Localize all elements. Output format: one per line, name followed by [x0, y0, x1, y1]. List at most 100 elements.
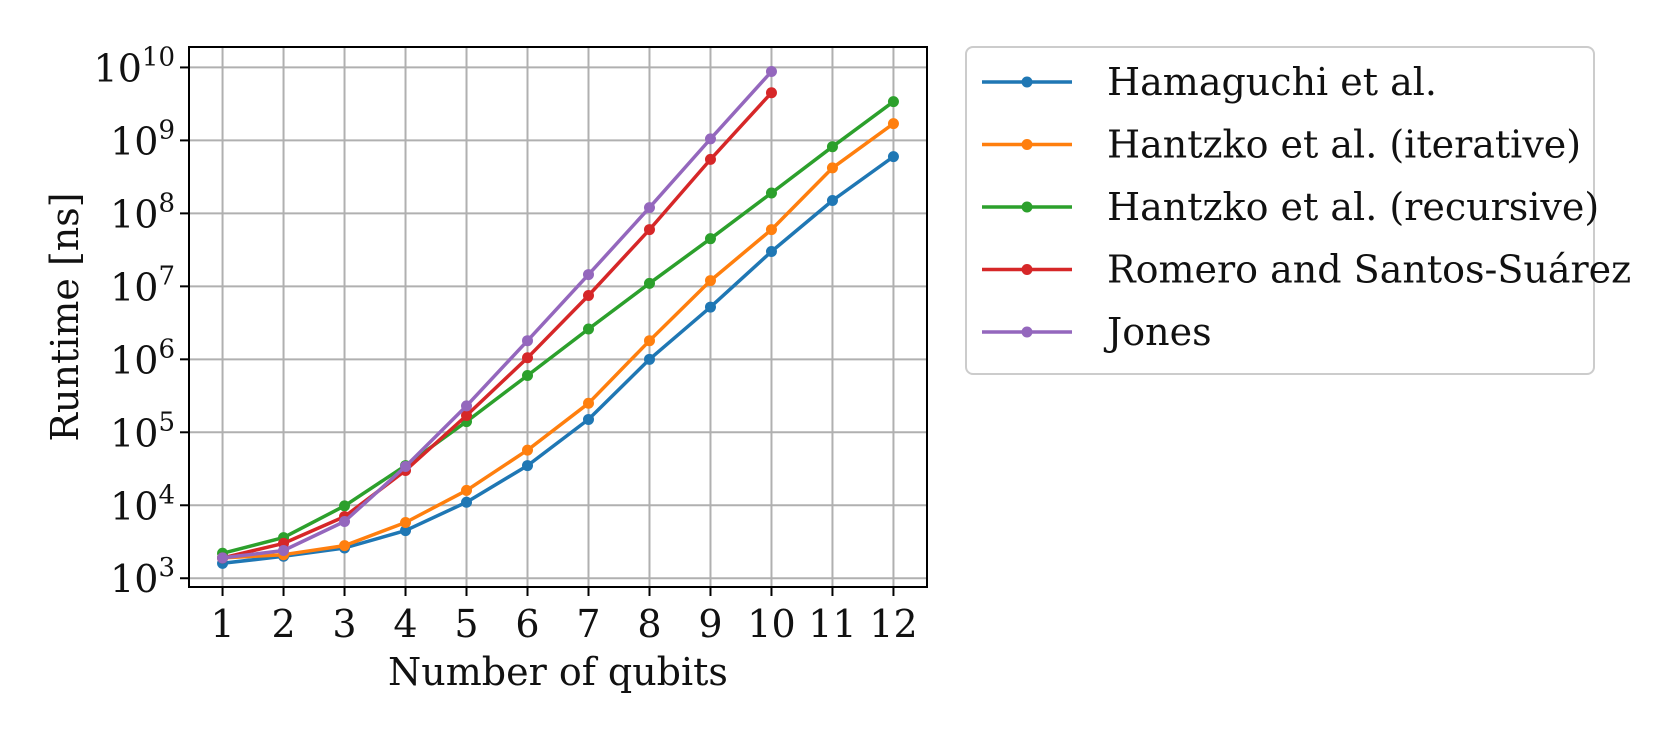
data-point [400, 525, 412, 537]
legend-box [965, 46, 1595, 375]
data-point [643, 202, 655, 214]
y-tick-label: 109 [110, 115, 175, 163]
data-point [217, 552, 229, 564]
data-point [339, 540, 351, 552]
data-point [582, 323, 594, 335]
x-tick-label: 9 [698, 602, 722, 646]
data-point [765, 87, 777, 99]
series-line [222, 70, 773, 560]
series-line [222, 100, 895, 555]
x-tick-label: 3 [332, 602, 356, 646]
legend-item: Hantzko et al. (iterative) [982, 123, 1581, 167]
y-tick-base: 10 [110, 192, 158, 236]
y-tick-base: 10 [110, 411, 158, 455]
y-tick-base: 10 [110, 557, 158, 601]
data-point [278, 544, 290, 556]
y-tick-exponent: 3 [158, 553, 175, 583]
data-point [522, 352, 534, 364]
y-tick-base: 10 [110, 265, 158, 309]
data-point [643, 224, 655, 236]
data-point [704, 233, 716, 245]
y-tick-exponent: 4 [158, 480, 175, 510]
legend-swatch-marker [1021, 76, 1033, 88]
y-tick-base: 10 [110, 338, 158, 382]
data-point [765, 65, 777, 77]
y-tick-label: 1010 [94, 42, 175, 90]
data-point [522, 460, 534, 472]
x-tick-label: 8 [637, 602, 661, 646]
data-point [826, 162, 838, 174]
series-4 [217, 87, 777, 564]
y-tick-label: 104 [110, 480, 175, 528]
data-point [643, 353, 655, 365]
data-point [643, 277, 655, 289]
series-line [222, 91, 773, 560]
data-point [582, 413, 594, 425]
data-point [765, 187, 777, 199]
plot-frame [188, 46, 928, 588]
y-tick-exponent: 6 [158, 334, 175, 364]
data-point [522, 444, 534, 456]
x-tick-label: 12 [869, 602, 917, 646]
x-tick-label: 4 [393, 602, 417, 646]
legend-swatch-marker [1021, 264, 1033, 275]
data-point [887, 151, 899, 163]
y-tick-exponent: 8 [158, 188, 175, 218]
legend-item: Romero and Santos-Suárez [982, 248, 1631, 292]
legend-item: Hamaguchi et al. [982, 60, 1437, 104]
legend-label: Hantzko et al. (recursive) [1107, 185, 1599, 229]
legend: Hamaguchi et al. Hantzko et al. (iterativ… [965, 46, 1631, 375]
data-point [582, 269, 594, 281]
data-point [704, 301, 716, 313]
series-layer [217, 65, 899, 569]
y-tick-exponent: 5 [158, 407, 175, 437]
legend-label: Romero and Santos-Suárez [1107, 248, 1631, 292]
series-line [222, 155, 895, 566]
y-tick-label: 105 [110, 407, 175, 455]
data-point [765, 224, 777, 236]
series-line [222, 122, 895, 560]
series-5 [217, 65, 777, 564]
y-tick-base: 10 [110, 484, 158, 528]
legend-item: Jones [982, 310, 1212, 354]
data-point [826, 195, 838, 207]
data-point [339, 500, 351, 512]
y-tick-exponent: 7 [158, 261, 175, 291]
data-point [522, 370, 534, 382]
data-point [826, 141, 838, 153]
x-tick-label: 10 [747, 602, 795, 646]
data-point [643, 335, 655, 347]
data-point [461, 400, 473, 412]
data-point [461, 409, 473, 421]
legend-label: Hantzko et al. (iterative) [1107, 123, 1581, 167]
y-tick-base: 10 [110, 119, 158, 163]
data-point [887, 96, 899, 108]
x-tick-label: 2 [271, 602, 295, 646]
x-tick-label: 11 [808, 602, 856, 646]
legend-swatch-marker [1021, 139, 1033, 150]
data-point [461, 484, 473, 496]
y-tick-label: 108 [110, 188, 175, 236]
data-point [704, 153, 716, 165]
x-tick-label: 5 [454, 602, 478, 646]
x-tick-label: 7 [576, 602, 600, 646]
y-tick-exponent: 9 [158, 115, 175, 145]
x-axis-title: Number of qubits [388, 650, 728, 694]
grid [189, 47, 927, 587]
data-point [582, 397, 594, 409]
data-point [887, 118, 899, 130]
data-point [582, 289, 594, 301]
data-point [765, 246, 777, 258]
data-point [400, 460, 412, 472]
y-tick-label: 103 [110, 553, 175, 601]
data-point [704, 133, 716, 145]
legend-swatch-marker [1021, 201, 1033, 213]
legend-label: Hamaguchi et al. [1107, 60, 1437, 104]
data-point [339, 515, 351, 527]
legend-swatch-marker [1021, 326, 1033, 338]
y-tick-base: 10 [94, 46, 142, 90]
series-2 [217, 118, 899, 564]
legend-label: Jones [1103, 310, 1212, 354]
